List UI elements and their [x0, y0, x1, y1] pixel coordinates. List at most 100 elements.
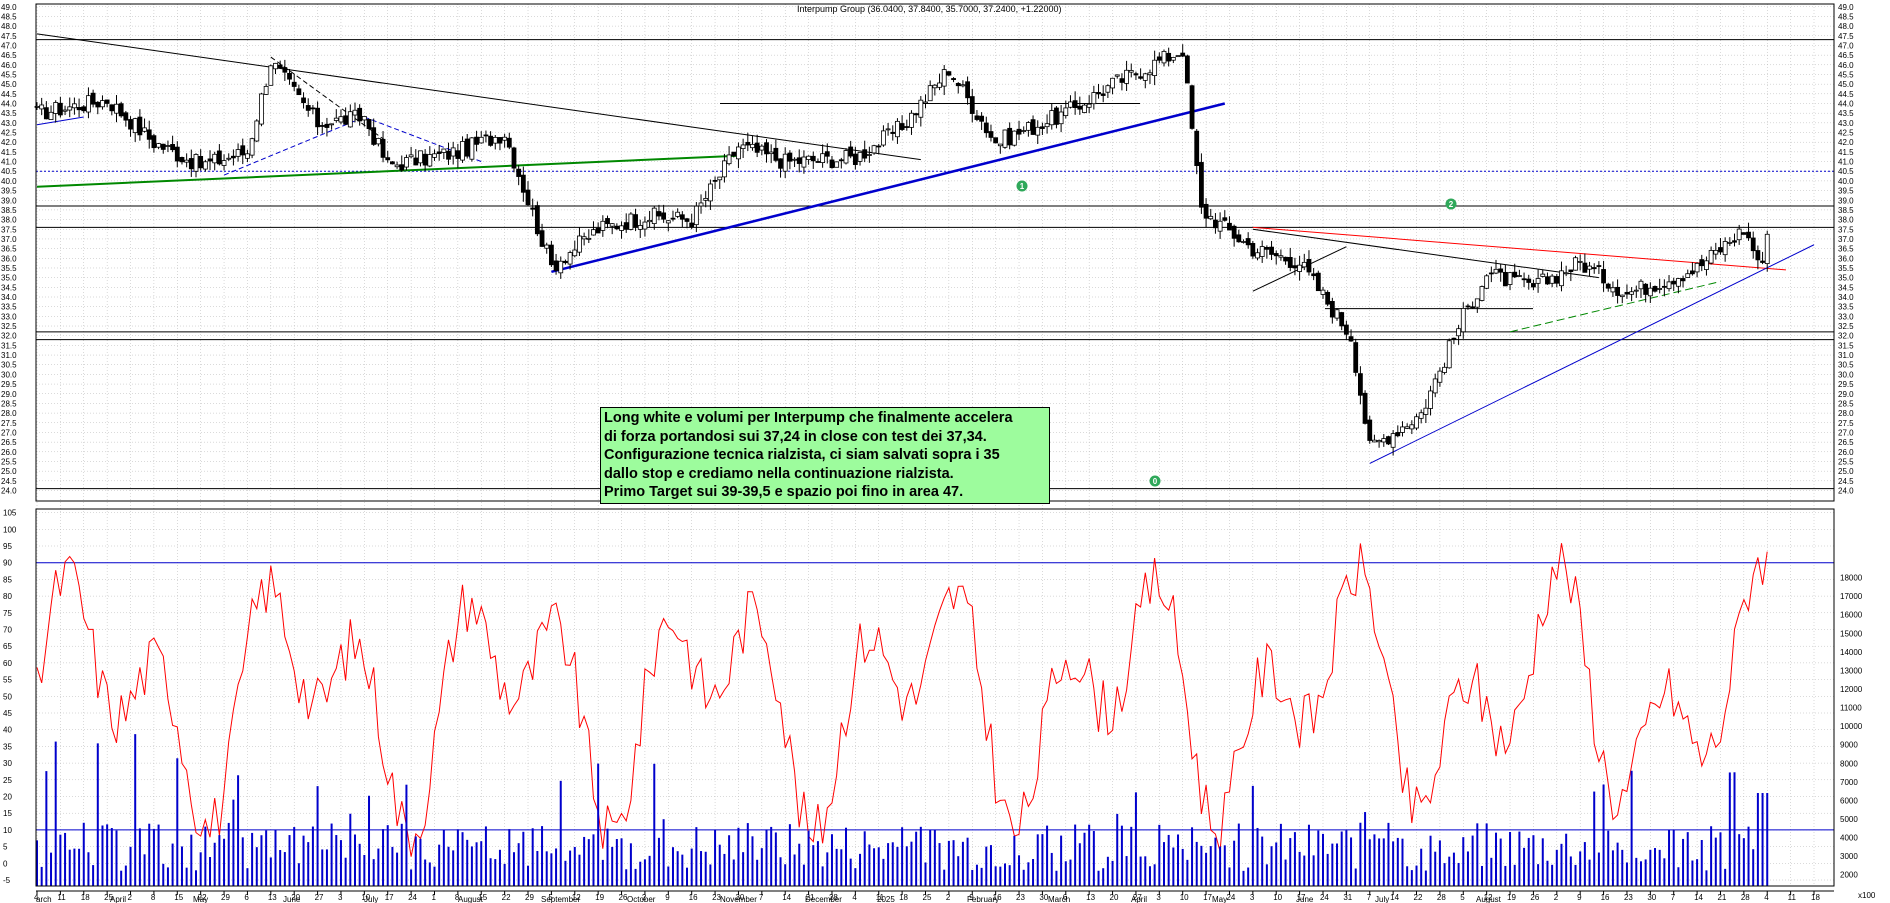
price-tick-label-left: 42.0: [1, 138, 17, 147]
volume-bar: [1466, 851, 1469, 886]
candle: [174, 141, 180, 168]
x-day-label: 22: [1414, 893, 1423, 902]
volume-bar: [634, 868, 637, 886]
candle-body: [497, 137, 503, 144]
candle: [511, 146, 517, 173]
price-tick-label-right: 38.5: [1838, 206, 1854, 215]
price-tick-label-left: 33.5: [1, 303, 17, 312]
volume-bar: [1752, 849, 1755, 886]
volume-bar: [1761, 793, 1764, 886]
candle-body: [969, 96, 975, 114]
candle-body: [1283, 256, 1288, 262]
candle: [829, 155, 835, 169]
candle: [876, 143, 882, 155]
candle-body: [389, 161, 395, 165]
candle: [1718, 238, 1723, 255]
volume-bar: [1205, 852, 1208, 886]
volume-bar: [947, 840, 950, 886]
candle: [866, 146, 872, 163]
candle: [1568, 269, 1574, 282]
x-day-label: 14: [782, 893, 791, 902]
oscillator: [36, 543, 1834, 857]
candle-body: [586, 237, 592, 240]
volume-bar: [368, 795, 371, 886]
wave-marker: 1: [1016, 180, 1028, 192]
x-month-label: March: [1048, 895, 1070, 903]
candle: [1657, 278, 1663, 294]
volume-bar: [1448, 856, 1451, 886]
volume-bar: [279, 850, 282, 886]
candle-body: [628, 213, 634, 230]
volume-bar: [671, 847, 674, 886]
candle: [539, 223, 545, 247]
candle-body: [1629, 291, 1635, 295]
candle-body: [801, 156, 807, 168]
volume-bar: [606, 828, 609, 886]
candle-body: [1292, 265, 1298, 269]
candle: [488, 131, 494, 147]
candle: [1400, 421, 1405, 437]
candle: [890, 125, 896, 141]
candle-body: [1568, 269, 1574, 272]
oscillator-tick-label: 105: [3, 509, 17, 518]
candle-body: [1554, 276, 1560, 284]
candle: [1713, 242, 1719, 260]
candle: [1470, 301, 1476, 309]
candle: [57, 96, 63, 118]
candle: [478, 131, 484, 144]
candle: [1432, 373, 1438, 398]
price-tick-label-right: 36.0: [1838, 254, 1854, 263]
candle-body: [469, 137, 475, 160]
trendline-black: [1252, 228, 1599, 279]
volume-bar: [821, 866, 824, 886]
volume-bar: [157, 824, 160, 886]
volume-bar: [316, 786, 319, 886]
candle-body: [1128, 70, 1134, 73]
candle: [1493, 259, 1499, 275]
volume-bar: [386, 825, 389, 886]
volume-bar: [1106, 856, 1109, 886]
candle-body: [343, 115, 349, 125]
price-tick-label-right: 43.0: [1838, 119, 1854, 128]
volume-bar: [414, 836, 417, 886]
candle: [1376, 439, 1382, 448]
candle: [577, 227, 582, 256]
volume-bar: [957, 856, 960, 886]
candle: [600, 215, 606, 237]
candle-body: [1587, 265, 1592, 270]
candle: [581, 232, 587, 246]
volume-bar: [1434, 851, 1437, 886]
price-tick-label-left: 49.0: [1, 3, 17, 12]
candle-body: [1264, 247, 1270, 250]
candle: [525, 181, 531, 206]
volume-bar: [237, 775, 240, 886]
candle: [1264, 245, 1270, 259]
candle-body: [366, 119, 372, 130]
candle-body: [796, 157, 802, 164]
candle-body: [707, 183, 713, 202]
candle-body: [988, 131, 994, 138]
x-day-label: 18: [1811, 893, 1820, 902]
candle: [146, 120, 152, 149]
candle: [76, 98, 82, 117]
volume-bar: [311, 826, 314, 886]
volume-bar: [1317, 830, 1320, 886]
candle: [1025, 121, 1031, 137]
candle: [516, 165, 522, 186]
candle: [885, 122, 891, 136]
candle: [736, 142, 741, 169]
volume-bar: [1415, 865, 1418, 886]
volume-tick-label: 18000: [1840, 574, 1863, 583]
volume-tick-label: 9000: [1840, 741, 1858, 750]
price-tick-label-right: 30.5: [1838, 361, 1854, 370]
candle: [979, 112, 985, 130]
volume-bar: [1560, 843, 1563, 886]
x-day-label: 24: [1320, 893, 1329, 902]
candle-body: [679, 214, 685, 220]
volume-bar: [1579, 851, 1582, 886]
volume-bar: [1214, 837, 1217, 886]
volume-bar: [452, 850, 455, 886]
candle-body: [1619, 294, 1625, 298]
volume-bar: [176, 758, 179, 886]
candle-body: [151, 135, 157, 149]
